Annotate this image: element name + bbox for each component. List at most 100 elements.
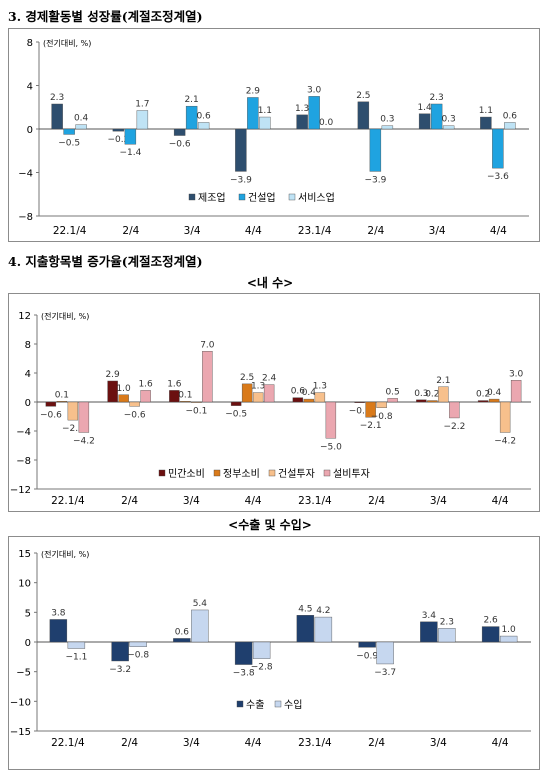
bar [51, 103, 63, 130]
category-label: 3/4 [430, 495, 447, 507]
category-label: 4/4 [492, 495, 509, 507]
data-label: 1.3 [313, 382, 327, 392]
data-label: 0.2 [476, 390, 490, 400]
data-label: 1.7 [135, 100, 149, 110]
bar [234, 641, 253, 665]
bar [357, 101, 370, 130]
bar [252, 392, 264, 403]
bar [504, 122, 516, 130]
bar [510, 380, 522, 403]
data-label: −0.9 [356, 651, 378, 661]
chart-svg: 12 8 4 0 −4 −8 −12 (전기대비, %) −0.6 2.9 1.6 −0.5 0.6 −0… [10, 311, 531, 507]
legend-label: 설비투자 [333, 468, 370, 480]
data-label: 7.0 [200, 340, 215, 350]
category-label: 2/4 [122, 225, 139, 237]
bar [449, 401, 460, 419]
bar [354, 401, 365, 403]
category-label: 4/4 [245, 737, 262, 749]
legend-label: 수출 [246, 699, 264, 711]
data-label: 2.4 [262, 374, 277, 384]
y-tick-label: 12 [18, 311, 31, 322]
bar [112, 128, 125, 132]
data-label: 0.2 [425, 390, 439, 400]
data-label: −0.1 [185, 407, 207, 417]
data-label: −0.2 [107, 135, 129, 145]
bar [63, 128, 75, 135]
y-tick-label: −4 [16, 427, 31, 438]
bar [129, 401, 140, 407]
bar [416, 399, 427, 403]
bar [481, 626, 500, 643]
data-label: 0.4 [74, 114, 89, 124]
bar [427, 400, 438, 403]
unit-label: (전기대비, %) [43, 38, 91, 48]
bar [308, 96, 320, 130]
bar [263, 384, 275, 403]
data-label: 0.4 [487, 388, 502, 398]
bar [296, 615, 315, 643]
bar [191, 609, 209, 643]
data-label: 0.3 [414, 389, 428, 399]
y-tick-label: −8 [18, 212, 33, 223]
bar [292, 397, 304, 403]
y-tick-label: −8 [16, 456, 31, 467]
data-label: 4.2 [316, 606, 330, 616]
bar [252, 641, 271, 659]
legend-swatch [268, 469, 276, 477]
section-3-title: 3. 경제활동별 성장률(계절조정계열) [8, 9, 203, 24]
category-label: 3/4 [183, 495, 200, 507]
data-label: −4.2 [73, 436, 95, 446]
bar [111, 641, 129, 662]
legend-swatch [236, 700, 244, 708]
data-label: 0.6 [175, 627, 190, 637]
data-label: 2.1 [184, 95, 198, 105]
data-label: 1.0 [116, 384, 131, 394]
category-label: 22.1/4 [51, 737, 85, 749]
data-label: −0.5 [225, 410, 247, 420]
data-label: 3.8 [51, 608, 66, 618]
data-label: −3.8 [233, 669, 255, 679]
y-tick-label: −10 [10, 697, 31, 708]
data-label: 0.5 [385, 387, 399, 397]
data-label: 2.5 [240, 373, 254, 383]
section-4-title: 4. 지출항목별 증가율(계절조정계열) [8, 254, 203, 269]
category-label: 2/4 [121, 737, 138, 749]
legend-swatch [213, 469, 221, 477]
category-label: 4/4 [245, 495, 262, 507]
bar [420, 621, 438, 643]
bar [247, 97, 259, 130]
bar [376, 641, 394, 665]
data-label: −0.8 [371, 412, 393, 422]
category-label: 23.1/4 [298, 737, 332, 749]
bar [230, 401, 242, 406]
bar [376, 401, 387, 408]
category-label: 3/4 [184, 225, 201, 237]
domestic-demand-subtitle: <내 수> [246, 276, 294, 290]
data-label: −2.1 [360, 421, 382, 431]
data-label: −5.0 [320, 442, 342, 452]
legend-label: 민간소비 [168, 468, 205, 480]
chart-industry-growth: 8 4 0 −4 −8 (전기대비, %) 2.3 −0.2 −0.6 −3.9 1.3 2.5 1.4… [8, 28, 540, 242]
bar [56, 401, 68, 403]
bar [45, 401, 57, 407]
bar [118, 394, 129, 403]
data-label: 1.3 [251, 382, 265, 392]
bar [442, 125, 455, 130]
category-label: 3/4 [429, 225, 446, 237]
data-label: 2.3 [440, 617, 454, 627]
y-tick-label: −4 [18, 169, 33, 180]
data-label: 2.6 [483, 616, 498, 626]
bar [314, 392, 326, 403]
bar [488, 398, 500, 403]
y-tick-label: −12 [10, 485, 31, 496]
y-tick-label: −15 [10, 727, 31, 738]
data-label: −2.2 [443, 422, 465, 432]
y-tick-label: 15 [18, 549, 31, 560]
legend-swatch [238, 193, 246, 201]
bar [49, 619, 68, 643]
bar [67, 641, 86, 649]
bar [241, 383, 253, 403]
data-label: 2.3 [50, 93, 64, 103]
legend-swatch [188, 193, 196, 201]
data-label: −3.9 [230, 175, 252, 185]
